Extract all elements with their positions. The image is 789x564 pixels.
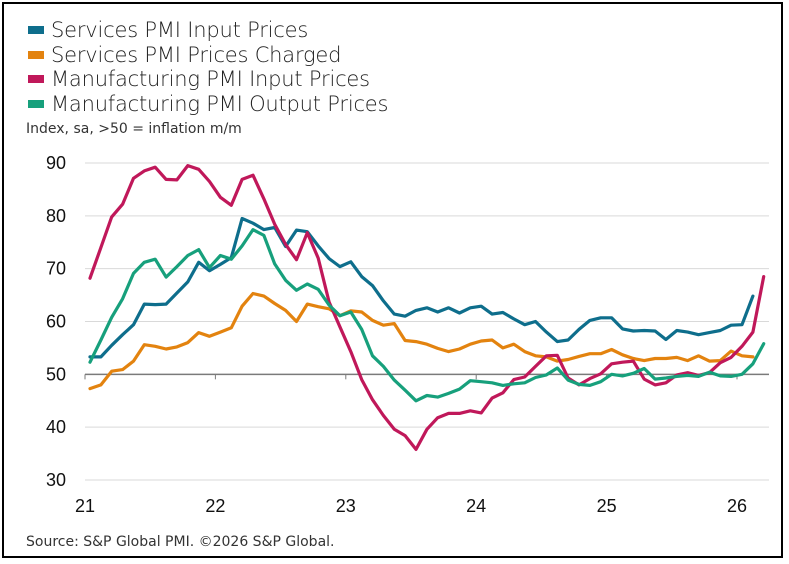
y-tick-label: 60 — [46, 312, 66, 332]
legend-item-mfg-input: Manufacturing PMI Input Prices — [28, 67, 388, 92]
legend-swatch — [28, 99, 44, 108]
legend-swatch — [28, 26, 44, 35]
legend-label: Manufacturing PMI Output Prices — [51, 91, 389, 116]
legend-swatch — [28, 50, 44, 59]
y-tick-label: 80 — [46, 206, 66, 226]
x-tick-label: 24 — [466, 496, 486, 516]
series-line-manufacturing-pmi-output-prices — [88, 228, 766, 403]
y-tick-label: 40 — [46, 417, 66, 437]
series-lines — [88, 164, 766, 451]
x-tick-label: 26 — [727, 496, 747, 516]
legend-swatch — [28, 75, 44, 84]
y-tick-label: 90 — [46, 153, 66, 173]
x-tick-label: 21 — [75, 496, 95, 516]
y-tick-label: 50 — [46, 364, 66, 384]
gridlines — [85, 162, 769, 481]
legend-item-services-input: Services PMI Input Prices — [28, 18, 388, 43]
x-tick-label: 23 — [336, 496, 356, 516]
x-axis: 21 22 23 24 25 26 — [75, 374, 747, 516]
series-line-services-pmi-input-prices — [88, 216, 755, 359]
y-axis: 30 40 50 60 70 80 90 — [46, 153, 66, 490]
series-line-services-pmi-prices-charged — [88, 291, 755, 391]
y-tick-label: 70 — [46, 259, 66, 279]
legend-label: Services PMI Input Prices — [51, 18, 309, 43]
legend-item-services-charged: Services PMI Prices Charged — [28, 43, 388, 68]
legend-label: Manufacturing PMI Input Prices — [51, 67, 370, 92]
legend-item-mfg-output: Manufacturing PMI Output Prices — [28, 92, 388, 117]
y-tick-label: 30 — [46, 470, 66, 490]
x-tick-label: 25 — [597, 496, 617, 516]
legend: Services PMI Input Prices Services PMI P… — [28, 18, 388, 116]
legend-label: Services PMI Prices Charged — [51, 42, 342, 67]
series-line-manufacturing-pmi-input-prices — [88, 164, 766, 451]
x-tick-label: 22 — [205, 496, 225, 516]
chart-subtitle: Index, sa, >50 = inflation m/m — [26, 121, 242, 137]
source-note: Source: S&P Global PMI. ©2026 S&P Global… — [26, 534, 335, 550]
